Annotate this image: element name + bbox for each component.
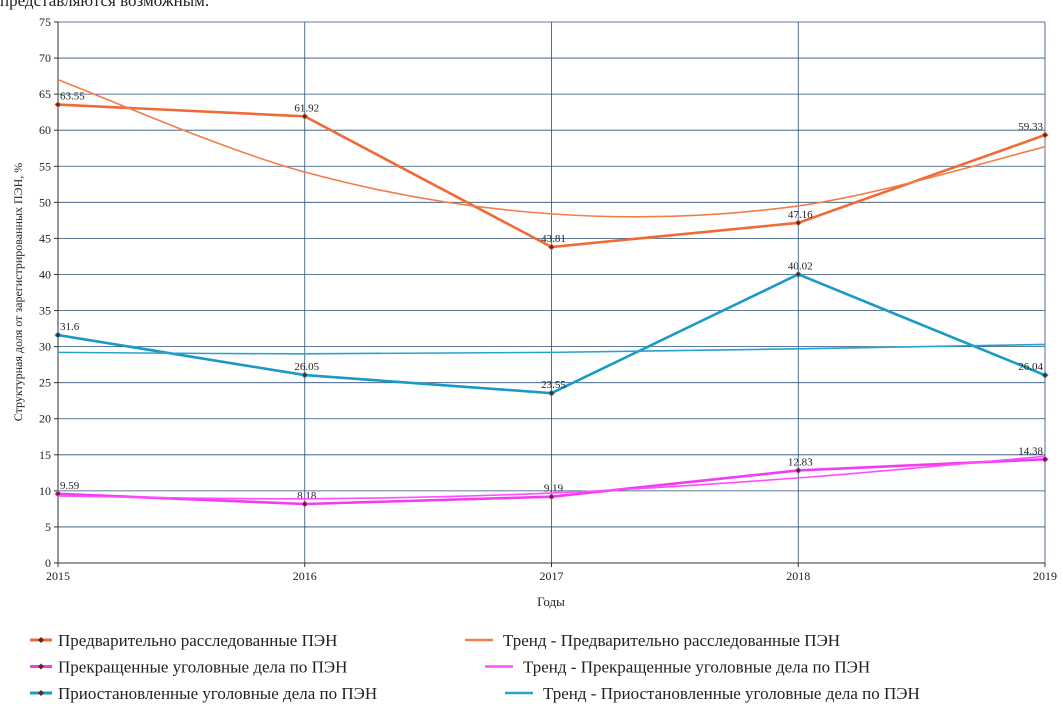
- data-label: 26.05: [294, 361, 319, 373]
- data-label: 9.59: [60, 480, 80, 492]
- text-above: представляются возможным.: [0, 0, 209, 10]
- y-tick-label: 25: [39, 376, 51, 390]
- y-tick-label: 65: [39, 87, 51, 101]
- y-axis-label: Структурная доля от зарегистрированных П…: [11, 163, 25, 422]
- y-tick-label: 15: [39, 448, 51, 462]
- point-marker: [794, 466, 802, 475]
- point-marker: [1041, 131, 1049, 139]
- point-marker: [547, 493, 556, 501]
- y-tick-label: 50: [39, 195, 51, 209]
- x-tick-label: 2016: [293, 569, 317, 583]
- x-tick-label: 2017: [540, 569, 564, 583]
- point-marker: [547, 243, 556, 251]
- y-tick-label: 40: [39, 267, 51, 281]
- legend-label: Тренд - Прекращенные уголовные дела по П…: [523, 658, 870, 677]
- y-tick-label: 55: [39, 159, 51, 173]
- data-label: 31.6: [60, 321, 80, 333]
- legend-marker: [38, 663, 44, 670]
- y-tick-label: 70: [39, 51, 51, 65]
- y-tick-label: 35: [39, 304, 51, 318]
- legend-label: Прекращенные уголовные дела по ПЭН: [58, 658, 347, 677]
- y-tick-label: 30: [39, 340, 51, 354]
- y-tick-label: 75: [39, 15, 51, 29]
- data-label: 59.33: [1018, 121, 1043, 133]
- point-marker: [54, 331, 62, 339]
- point-marker: [547, 389, 556, 397]
- data-label: 61.92: [294, 102, 319, 114]
- legend-marker: [38, 637, 44, 643]
- legend-label: Предварительно расследованные ПЭН: [58, 631, 337, 650]
- point-marker: [794, 270, 802, 278]
- point-marker: [1041, 371, 1049, 379]
- data-label: 9.19: [544, 483, 564, 495]
- point-marker: [301, 371, 309, 379]
- y-tick-label: 45: [39, 231, 51, 245]
- data-label: 14.38: [1018, 445, 1043, 457]
- data-label: 8.18: [297, 490, 317, 502]
- y-tick-label: 0: [45, 556, 51, 570]
- legend-label: Приостановленные уголовные дела по ПЭН: [58, 684, 377, 703]
- y-tick-label: 20: [39, 412, 51, 426]
- point-marker: [301, 112, 309, 120]
- point-marker: [301, 500, 309, 508]
- data-label: 47.16: [788, 209, 813, 221]
- data-label: 23.55: [541, 379, 566, 391]
- x-tick-label: 2018: [786, 569, 810, 583]
- legend-label: Тренд - Приостановленные уголовные дела …: [543, 684, 920, 703]
- point-marker: [1041, 455, 1049, 463]
- y-tick-label: 60: [39, 123, 51, 137]
- y-tick-label: 10: [39, 484, 51, 498]
- x-tick-label: 2019: [1033, 569, 1057, 583]
- data-label: 12.83: [788, 456, 813, 468]
- point-marker: [54, 101, 62, 109]
- legend-label: Тренд - Предварительно расследованные ПЭ…: [503, 631, 840, 650]
- trend-line: [57, 343, 1046, 355]
- data-label: 40.02: [788, 260, 813, 272]
- data-label: 26.04: [1018, 361, 1043, 373]
- data-label: 43.81: [541, 233, 566, 245]
- trend-line: [57, 455, 1046, 500]
- y-tick-label: 5: [45, 520, 51, 534]
- trend-line: [57, 78, 1046, 218]
- point-marker: [794, 219, 802, 227]
- data-label: 63.55: [60, 91, 85, 103]
- x-axis-label: Годы: [537, 594, 565, 609]
- x-tick-label: 2015: [46, 569, 70, 583]
- legend-marker: [38, 690, 44, 696]
